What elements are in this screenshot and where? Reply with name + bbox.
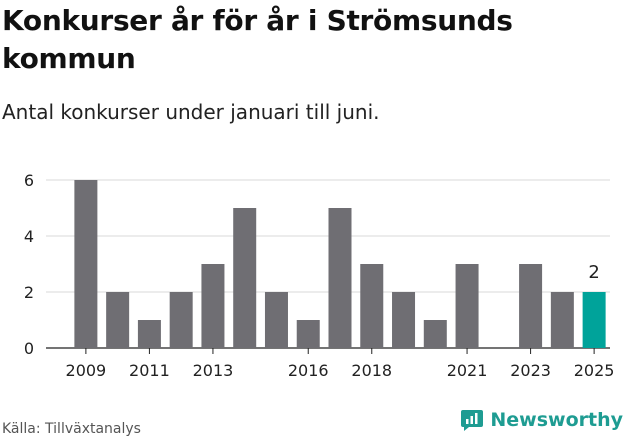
bar-2014 [233, 208, 257, 348]
brand-name: Newsworthy [490, 409, 623, 431]
bar-2025 [582, 292, 606, 348]
bar-2013 [201, 264, 225, 348]
x-tick-label: 2013 [193, 361, 234, 380]
x-tick-label: 2009 [66, 361, 107, 380]
bar-2021 [455, 264, 479, 348]
bar-2009 [74, 180, 98, 348]
x-tick-label: 2021 [447, 361, 488, 380]
bar-2012 [169, 292, 193, 348]
x-tick-label: 2018 [351, 361, 392, 380]
bar-2024 [550, 292, 574, 348]
bar-2011 [137, 320, 161, 348]
bar-2023 [519, 264, 543, 348]
data-label-2025: 2 [588, 262, 599, 283]
bar-chart: 0 2 4 6 2009 2011 2013 2016 2018 2021 2023 2025 2 [24, 171, 615, 380]
chart-title: Konkurser år för år i Strömsunds kommun [2, 4, 513, 75]
bar-2019 [392, 292, 416, 348]
bar-2020 [423, 320, 447, 348]
x-tick-label: 2023 [510, 361, 551, 380]
bar-2018 [360, 264, 384, 348]
bar-2010 [106, 292, 130, 348]
y-tick-label: 6 [24, 171, 34, 190]
y-tick-label: 2 [24, 283, 34, 302]
x-tick-label: 2011 [129, 361, 170, 380]
newsworthy-icon [461, 410, 484, 431]
source-text: Källa: Tillväxtanalys [2, 421, 141, 437]
y-tick-label: 4 [24, 227, 34, 246]
y-tick-label: 0 [24, 339, 34, 358]
x-tick-label: 2025 [574, 361, 615, 380]
bar-2017 [328, 208, 352, 348]
bar-2016 [296, 320, 320, 348]
x-tick-label: 2016 [288, 361, 329, 380]
newsworthy-logo[interactable]: Newsworthy [460, 408, 623, 432]
bar-2015 [264, 292, 288, 348]
chart-subtitle: Antal konkurser under januari till juni. [2, 100, 380, 124]
